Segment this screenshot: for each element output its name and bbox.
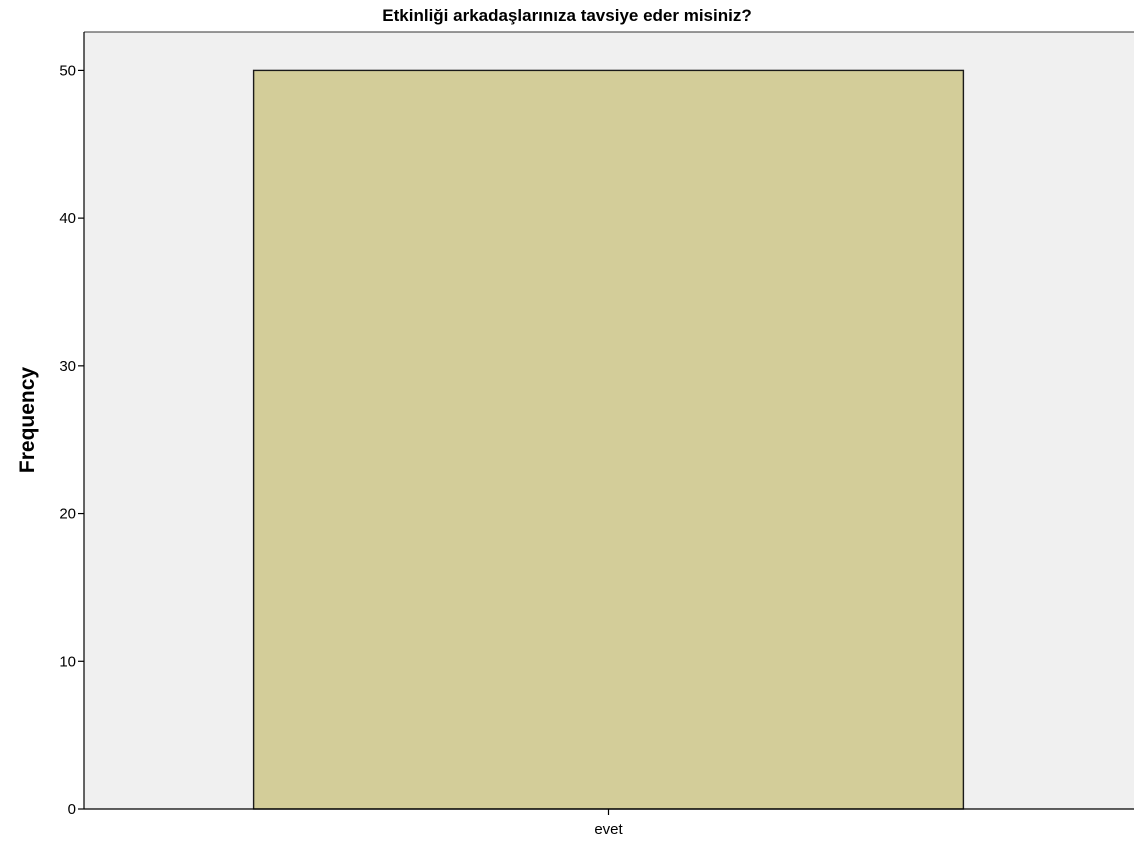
bar-evet — [252, 69, 965, 810]
chart-title: Etkinliği arkadaşlarınıza tavsiye eder m… — [382, 6, 751, 25]
x-ticks-layer: evet — [594, 809, 624, 838]
bars-layer — [252, 69, 965, 810]
y-tick-label: 50 — [59, 62, 76, 79]
y-ticks-layer: 0 10 20 30 40 50 — [59, 62, 84, 818]
y-tick-label: 0 — [68, 801, 76, 818]
y-tick-label: 40 — [59, 210, 76, 227]
x-tick-label: evet — [594, 821, 623, 838]
y-tick-label: 30 — [59, 358, 76, 375]
y-tick-label: 10 — [59, 653, 76, 670]
y-tick-label: 20 — [59, 506, 76, 523]
y-axis-label: Frequency — [16, 367, 39, 474]
